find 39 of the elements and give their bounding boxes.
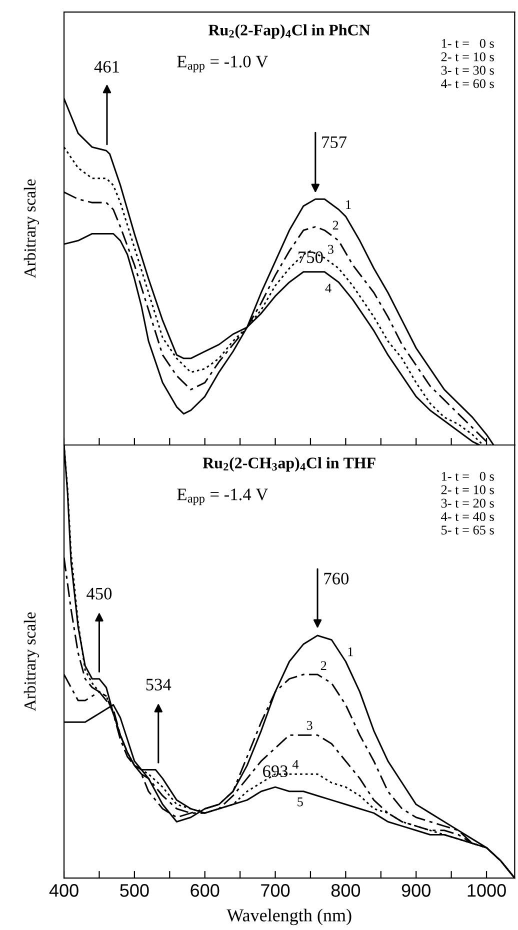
x-tick-label: 900	[402, 884, 430, 897]
annotation: 4- t = 40 s	[441, 512, 494, 522]
series-label: 2	[332, 220, 338, 230]
series-label: 3	[306, 720, 312, 730]
series-label: 1	[346, 200, 351, 209]
chart-title: Ru$_{2}$(2-Fap)$_{4}$Cl in PhCN	[208, 24, 370, 39]
text: 4- t = 60 s	[441, 79, 494, 88]
annotation: 534	[146, 678, 172, 690]
x-tick-label: 1000	[468, 884, 506, 897]
series-label: 4	[325, 284, 332, 292]
annotation: 3- t = 20 s	[441, 498, 494, 508]
annotation: 750	[298, 251, 323, 264]
annotation: 2- t = 10 s	[441, 485, 494, 494]
series-label: 5	[298, 798, 303, 806]
text: 1- t = 0 s	[442, 38, 494, 48]
series-label: 1	[348, 647, 353, 656]
x-tick-label: 800	[331, 884, 360, 897]
x-tick-label: 600	[190, 884, 220, 897]
annotation: 5- t = 65 s	[442, 526, 494, 534]
y-axis-title: Arbitrary scale	[24, 179, 40, 278]
x-axis-title: Wavelength (nm)	[226, 908, 352, 926]
series-label: 3	[328, 244, 334, 254]
x-tick-label: 500	[120, 884, 149, 897]
series-label: 2	[320, 661, 326, 670]
text: 3- t = 30 s	[441, 66, 494, 75]
text: 2- t = 10 s	[441, 52, 494, 62]
annotation: 450	[86, 588, 112, 600]
series-label: 4	[292, 760, 299, 769]
y-axis-title: Arbitrary scale	[24, 612, 40, 712]
x-tick-label: 700	[261, 884, 290, 897]
chart-subtitle: E$_{app}$ = -1.0 V	[177, 56, 268, 72]
annotation: 461	[94, 60, 119, 73]
annotation: 1- t = 0 s	[442, 472, 494, 481]
annotation: 760	[324, 572, 349, 584]
annotation: 757	[322, 136, 347, 148]
text: Ru$_{2}$(2-CH$_{3}$ap)$_{4}$Cl in THF	[202, 457, 376, 472]
text: E$_{app}$ = -1.4 V	[177, 488, 268, 506]
annotation: 693	[262, 765, 288, 778]
x-tick-label: 400	[49, 884, 78, 897]
